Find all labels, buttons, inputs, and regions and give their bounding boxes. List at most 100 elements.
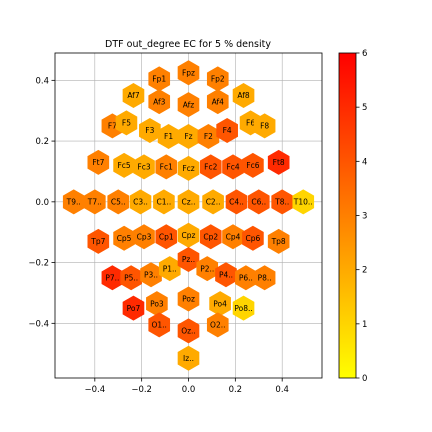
colorbar-tick-label: 5 <box>362 103 367 113</box>
electrode-hex <box>247 189 270 215</box>
electrode-hex <box>225 189 248 215</box>
x-tick-label: −0.4 <box>84 385 105 395</box>
electrode-label: P2.. <box>200 264 214 273</box>
electrode-label: F8 <box>260 122 269 131</box>
electrode-label: Cp1 <box>159 232 174 241</box>
electrode-label: Fcz <box>182 164 194 173</box>
electrode-hex <box>87 149 110 175</box>
electrode-hex <box>120 265 142 291</box>
electrode-label: Fc2 <box>204 163 217 172</box>
electrode-label: Cp6 <box>246 234 261 243</box>
electrode-label: P5.. <box>124 273 138 282</box>
electrode-label: F7 <box>108 122 117 131</box>
electrode-label: Fp2 <box>211 75 225 84</box>
electrode-label: C3.. <box>133 198 148 207</box>
electrode-label: F1 <box>164 132 173 141</box>
electrode-hex <box>209 291 231 317</box>
electrode-hex <box>148 66 171 92</box>
electrode-label: P3.. <box>144 270 158 279</box>
electrode-hex <box>232 83 255 109</box>
electrode-label: Fc4 <box>226 163 239 172</box>
x-tick-label: 0.0 <box>182 385 196 395</box>
electrode-hex <box>242 152 264 178</box>
electrode-label: Po4 <box>213 299 227 308</box>
electrode-label: T7.. <box>87 198 102 207</box>
electrode-label: C5.. <box>111 198 126 207</box>
electrode-label: Fpz <box>182 68 195 77</box>
electrode-hex <box>292 189 315 215</box>
electrode-hex <box>235 265 257 291</box>
electrode-hex <box>177 247 200 273</box>
electrode-label: Cp2 <box>203 232 218 241</box>
electrode-hex <box>177 286 200 312</box>
electrode-hex <box>101 265 124 291</box>
electrode-label: Cz.. <box>182 198 196 207</box>
electrode-hex <box>157 124 180 150</box>
y-tick-label: 0.2 <box>35 137 49 147</box>
y-tick-label: −0.2 <box>28 259 49 269</box>
y-tick-label: −0.4 <box>28 319 49 329</box>
electrode-label: Po8.. <box>234 304 252 313</box>
electrode-label: F6 <box>246 119 255 128</box>
electrode-label: F2 <box>204 132 213 141</box>
electrode-label: Fc5 <box>117 161 130 170</box>
colorbar-tick-label: 4 <box>362 157 367 167</box>
electrode-label: T8.. <box>274 198 289 207</box>
electrode-label: Iz.. <box>183 354 194 363</box>
electrode-hex <box>177 345 200 371</box>
electrode-hex <box>271 189 294 215</box>
electrode-hex <box>113 152 135 178</box>
electrode-label: P4.. <box>219 270 233 279</box>
electrode-label: P7.. <box>105 273 119 282</box>
electrode-label: Fz <box>184 132 192 141</box>
electrode-label: Oz.. <box>181 327 196 336</box>
electrode-hex <box>177 189 200 215</box>
electrode-hex <box>133 224 155 250</box>
electrode-label: Cp4 <box>226 232 241 241</box>
electrode-label: Tp7 <box>90 237 105 246</box>
electrode-label: O2.. <box>210 321 225 330</box>
electrode-label: C4.. <box>229 198 244 207</box>
electrode-hex <box>129 189 152 215</box>
electrode-hex <box>122 295 145 321</box>
colorbar-tick-label: 1 <box>362 320 367 330</box>
electrode-hex <box>140 262 162 288</box>
electrode-hex <box>148 312 171 338</box>
electrode-hex <box>196 256 219 282</box>
x-tick-label: 0.4 <box>275 385 289 395</box>
electrode-hex <box>197 124 220 150</box>
electrode-hex <box>177 222 200 248</box>
electrode-hex <box>206 312 229 338</box>
electrode-hex <box>122 83 145 109</box>
colorbar-tick-label: 0 <box>362 374 367 384</box>
electrode-label: Af7 <box>127 91 140 100</box>
electrode-hex <box>232 295 255 321</box>
electrode-hex <box>253 265 276 291</box>
electrode-hex <box>62 189 85 215</box>
electrode-hex <box>199 154 222 180</box>
electrode-hex <box>158 256 181 282</box>
electrode-hex <box>148 89 171 115</box>
colorbar <box>339 53 356 378</box>
electrode-label: Cp5 <box>117 234 132 243</box>
electrode-hex <box>267 228 290 254</box>
electrode-hex <box>155 154 178 180</box>
electrode-label: Po7 <box>127 304 141 313</box>
electrode-label: Ft7 <box>92 158 104 167</box>
electrode-hex <box>153 189 175 215</box>
electrode-hex <box>115 110 138 136</box>
electrode-label: O1.. <box>151 321 166 330</box>
electrode-hex <box>113 225 135 251</box>
electrode-hex <box>206 66 229 92</box>
electrode-label: P6.. <box>239 273 253 282</box>
electrode-label: Cpz <box>182 231 196 240</box>
electrode-hex <box>177 155 200 181</box>
electrode-label: Fp1 <box>152 75 166 84</box>
electrode-hex <box>242 225 264 251</box>
electrode-hex <box>177 318 200 344</box>
electrode-label: Fc3 <box>137 163 150 172</box>
electrode-label: P1.. <box>163 264 177 273</box>
electrode-hex <box>216 117 238 143</box>
electrode-label: C1.. <box>157 198 172 207</box>
